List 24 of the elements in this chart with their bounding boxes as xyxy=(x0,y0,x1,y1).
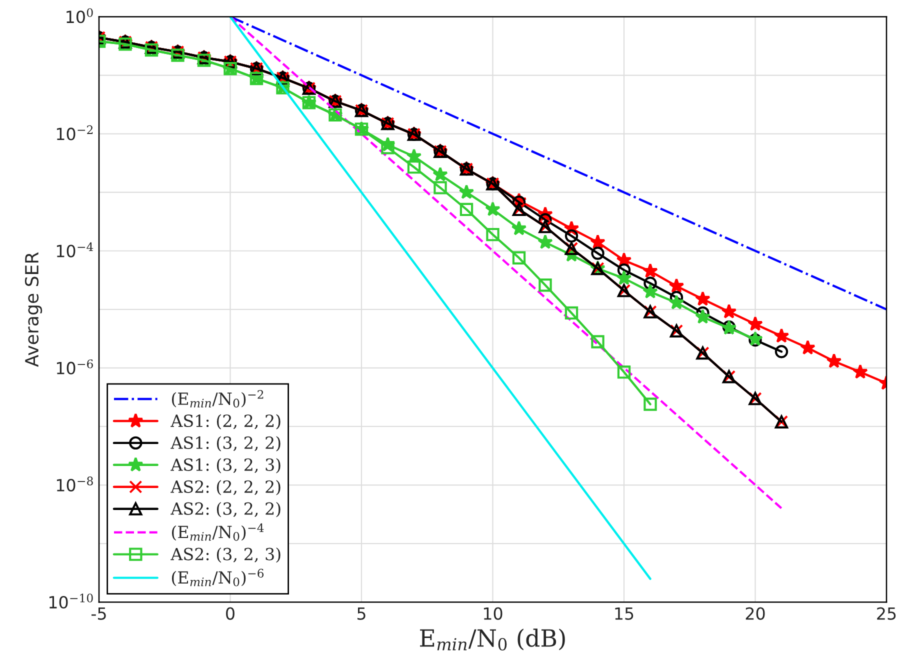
legend-label: (E$_{min}$/N$_{0}$)$^{−2}$ xyxy=(172,390,264,408)
legend-label: AS1: (3, 2, 3) xyxy=(170,458,280,474)
y-tick-label: 10$^{−2}$ xyxy=(56,125,93,140)
x-tick-label: 15 xyxy=(615,607,634,620)
y-tick-label: 10$^{−10}$ xyxy=(49,594,93,609)
legend-label: AS2: (3, 2, 3) xyxy=(170,547,280,563)
legend-label: AS2: (3, 2, 2) xyxy=(170,502,280,518)
y-tick-label: 10$^{0}$ xyxy=(66,8,93,24)
x-axis-title: E$_{min}$/N$_{0}$ (dB) xyxy=(420,628,565,650)
y-tick-label: 10$^{−4}$ xyxy=(56,242,94,258)
y-axis-title: Average SER xyxy=(24,252,42,367)
y-tick-label: 10$^{−8}$ xyxy=(56,476,93,492)
x-tick-label: 10 xyxy=(484,607,502,620)
x-tick-label: 25 xyxy=(877,607,896,620)
legend-label: AS1: (2, 2, 2) xyxy=(170,414,280,430)
x-tick-label: -5 xyxy=(92,607,106,620)
y-tick-label: 10$^{−6}$ xyxy=(56,359,93,374)
legend-label: (E$_{min}$/N$_{0}$)$^{−4}$ xyxy=(172,523,264,541)
x-tick-label: 5 xyxy=(357,607,366,620)
legend-label: AS1: (3, 2, 2) xyxy=(170,436,280,452)
legend-label: AS2: (2, 2, 2) xyxy=(170,480,280,496)
legend-label: (E$_{min}$/N$_{0}$)$^{−6}$ xyxy=(172,568,264,586)
x-tick-label: 0 xyxy=(226,607,234,620)
x-tick-label: 20 xyxy=(746,607,765,620)
